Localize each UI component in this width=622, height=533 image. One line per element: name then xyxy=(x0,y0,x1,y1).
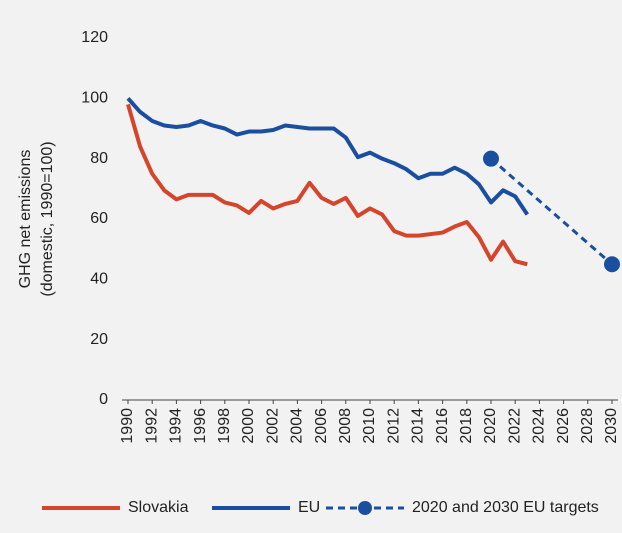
x-tick-label: 2002 xyxy=(264,408,281,444)
x-tick-label: 2028 xyxy=(579,408,596,444)
x-tick-label: 1996 xyxy=(192,408,209,444)
x-tick-label: 2006 xyxy=(313,408,330,444)
x-tick-label: 2018 xyxy=(458,408,475,444)
y-tick-label: 20 xyxy=(90,331,108,348)
x-tick-label: 2022 xyxy=(506,408,523,444)
x-tick-label: 2014 xyxy=(410,408,427,444)
x-tick-label: 1998 xyxy=(216,408,233,444)
y-axis-label: (domestic, 1990=100) xyxy=(39,141,56,296)
x-tick-label: 2026 xyxy=(555,408,572,444)
series-line xyxy=(490,157,613,266)
series-line xyxy=(126,103,528,267)
x-tick-label: 2010 xyxy=(361,408,378,444)
target-point xyxy=(483,150,499,167)
x-tick-label: 2000 xyxy=(240,408,257,444)
y-tick-label: 40 xyxy=(90,271,108,288)
y-tick-label: 60 xyxy=(90,210,108,227)
legend-label: EU xyxy=(298,499,320,516)
y-tick-label: 0 xyxy=(99,391,108,408)
y-tick-label: 120 xyxy=(81,29,108,46)
legend-label: Slovakia xyxy=(128,499,189,516)
series-line xyxy=(126,97,529,216)
x-tick-label: 2012 xyxy=(385,408,402,444)
x-tick-label: 1990 xyxy=(119,408,136,444)
x-tick-label: 2020 xyxy=(482,408,499,444)
x-tick-label: 2008 xyxy=(337,408,354,444)
legend-label: 2020 and 2030 EU targets xyxy=(412,499,599,516)
x-tick-label: 2024 xyxy=(531,408,548,444)
y-axis-label: GHG net emissions xyxy=(17,150,34,289)
x-tick-label: 1994 xyxy=(168,408,185,444)
y-tick-label: 100 xyxy=(81,90,108,107)
y-tick-label: 80 xyxy=(90,150,108,167)
target-point xyxy=(604,256,620,273)
x-tick-label: 2016 xyxy=(434,408,451,444)
x-tick-label: 1992 xyxy=(143,408,160,444)
x-tick-label: 2004 xyxy=(289,408,306,444)
x-tick-label: 2030 xyxy=(603,408,620,444)
legend-marker xyxy=(358,501,372,515)
